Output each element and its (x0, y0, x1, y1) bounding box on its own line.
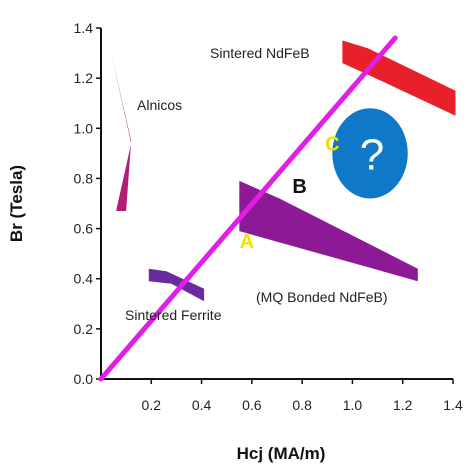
y-axis-title: Br (Tesla) (7, 165, 26, 242)
question-mark-label: ? (360, 130, 384, 179)
y-tick-label: 1.4 (74, 20, 94, 36)
axes: 0.2 0.4 0.6 0.8 1.0 1.2 1.4 0.0 0.2 0.4 0.6 0.8 1.0 1… (74, 20, 463, 413)
region-label-sintered-ferrite: Sintered Ferrite (125, 307, 222, 323)
trend-line (98, 35, 398, 382)
marker-c: C (325, 133, 339, 155)
region-alnicos (111, 53, 132, 211)
x-tick-label: 1.0 (343, 397, 363, 413)
x-tick-label: 0.8 (292, 397, 312, 413)
region-mq-bonded-ndfeb (239, 180, 418, 282)
region-sintered-ferrite (148, 268, 205, 302)
y-tick-label: 0.4 (74, 271, 94, 287)
marker-b: B (292, 176, 306, 198)
regions (111, 40, 456, 302)
y-tick-label: 1.2 (74, 70, 94, 86)
x-tick-label: 0.6 (242, 397, 262, 413)
x-tick-label: 1.2 (393, 397, 413, 413)
y-tick-label: 0.8 (74, 170, 94, 186)
region-label-sintered-ndfeb: Sintered NdFeB (210, 45, 310, 61)
marker-a: A (240, 231, 254, 253)
region-sintered-ndfeb (342, 40, 456, 116)
x-axis-title: Hcj (MA/m) (237, 444, 326, 463)
unknown-region-ellipse (332, 108, 408, 199)
labels: Alnicos Sintered NdFeB (MQ Bonded NdFeB) Si… (125, 45, 388, 323)
overlays: ? (98, 35, 408, 382)
x-tick-label: 1.4 (443, 397, 463, 413)
region-label-alnicos: Alnicos (137, 97, 182, 113)
x-tick-label: 0.4 (192, 397, 212, 413)
y-tick-label: 1.0 (74, 120, 94, 136)
y-tick-label: 0.6 (74, 221, 94, 237)
y-tick-label: 0.0 (74, 371, 94, 387)
y-tick-label: 0.2 (74, 321, 94, 337)
x-tick-label: 0.2 (142, 397, 162, 413)
region-label-mq-bonded-ndfeb: (MQ Bonded NdFeB) (256, 289, 388, 305)
